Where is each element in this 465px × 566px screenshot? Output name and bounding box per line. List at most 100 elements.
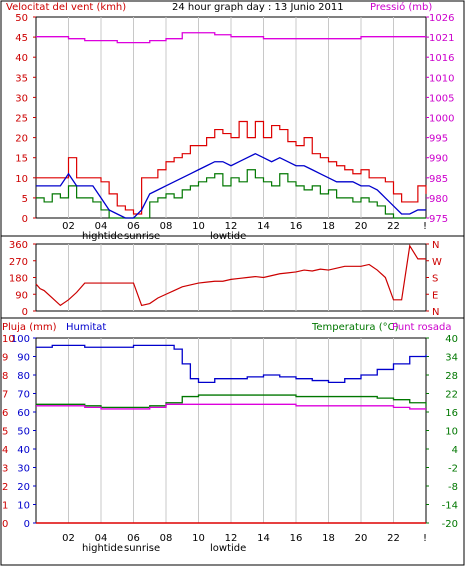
rain-axis-label: Pluja (mm) <box>2 322 57 333</box>
tick-label-dir-270: 270 <box>9 257 28 268</box>
compass-label-1: W <box>432 257 442 268</box>
compass-label-2: S <box>432 274 438 285</box>
x-tick-label-14: 14 <box>257 221 270 232</box>
tick-label-humidity-40: 40 <box>17 445 30 456</box>
tick-label-pressure-1026: 1026 <box>429 13 454 24</box>
tick-label-humidity-60: 60 <box>17 408 30 419</box>
wind-speed-line <box>36 169 426 219</box>
x-tick-label-bottom-12: 12 <box>225 533 238 544</box>
x-tick-label-02: 02 <box>62 221 75 232</box>
x-tick-end-mark-bottom: ! <box>423 533 427 544</box>
tick-label-pressure-1021: 1021 <box>429 33 454 44</box>
tick-label-pressure-1010: 1010 <box>429 73 454 84</box>
x-tick-label-bottom-14: 14 <box>257 533 270 544</box>
tick-label-rain-2: 8 <box>2 371 8 382</box>
tick-label-pressure-980: 980 <box>429 194 448 205</box>
tick-label-humidity-50: 50 <box>17 427 30 438</box>
tick-label-humidity-10: 10 <box>17 501 30 512</box>
hightide-label-bottom: hightide <box>82 543 123 554</box>
tick-label-wind-0: 0 <box>22 214 28 225</box>
tick-label-humidity-70: 70 <box>17 390 30 401</box>
compass-label-4: N <box>432 307 439 318</box>
tick-label-pressure-1005: 1005 <box>429 93 454 104</box>
tick-label-wind-20: 20 <box>15 134 28 145</box>
tick-label-dir-180: 180 <box>9 274 28 285</box>
tick-label-pressure-975: 975 <box>429 214 448 225</box>
tick-label-wind-50: 50 <box>15 13 28 24</box>
humidity-line <box>36 344 427 384</box>
sunrise-label-bottom: sunrise <box>124 543 160 554</box>
tick-label-humidity-90: 90 <box>17 353 30 364</box>
tick-label-pressure-985: 985 <box>429 174 448 185</box>
dewpoint-axis-label: Punt rosada <box>392 322 451 333</box>
tick-label-dir-90: 90 <box>15 290 28 301</box>
tick-label-rain-8: 2 <box>2 482 8 493</box>
x-tick-label-10: 10 <box>192 221 205 232</box>
wind-direction-panel: 360 N 270 W 180 S 90 E 0 N <box>9 240 442 318</box>
tick-label-wind-35: 35 <box>15 73 28 84</box>
tick-label-rain-1: 9 <box>2 353 8 364</box>
x-tick-label-22: 22 <box>387 221 400 232</box>
tick-label-wind-40: 40 <box>15 53 28 64</box>
compass-label-3: E <box>432 290 438 301</box>
x-tick-label-bottom-06: 06 <box>127 533 140 544</box>
x-tick-label-20: 20 <box>355 221 368 232</box>
x-tick-label-bottom-20: 20 <box>355 533 368 544</box>
tick-label-pressure-995: 995 <box>429 134 448 145</box>
tick-label-temp-6: 4 <box>452 445 458 456</box>
x-tick-label-08: 08 <box>160 221 173 232</box>
pressure-line <box>36 32 426 44</box>
tick-label-pressure-990: 990 <box>429 154 448 165</box>
tick-label-temp-4: 16 <box>445 408 458 419</box>
tick-label-temp-5: 10 <box>445 427 458 438</box>
tick-label-pressure-1000: 1000 <box>429 114 454 125</box>
graph-title: 24 hour graph day : 13 Junio 2011 <box>172 2 344 13</box>
tick-label-wind-10: 10 <box>15 174 28 185</box>
x-tick-end-mark: ! <box>423 221 427 232</box>
x-tick-label-bottom-08: 08 <box>160 533 173 544</box>
wind-gust-line <box>36 120 427 215</box>
tick-label-wind-30: 30 <box>15 93 28 104</box>
tick-label-dir-0: 0 <box>22 307 28 318</box>
tick-label-pressure-1016: 1016 <box>429 53 454 64</box>
tick-label-dir-360: 360 <box>9 240 28 251</box>
tick-label-temp-7: -2 <box>448 464 458 475</box>
tick-label-humidity-80: 80 <box>17 371 30 382</box>
lowtide-label-bottom: lowtide <box>210 543 246 554</box>
wind-direction-line <box>35 244 426 307</box>
x-tick-label-16: 16 <box>290 221 303 232</box>
x-tick-label-bottom-16: 16 <box>290 533 303 544</box>
tick-label-rain-6: 4 <box>2 445 8 456</box>
compass-label-0: N <box>432 240 439 251</box>
tick-label-temp-8: -8 <box>448 482 458 493</box>
tick-label-temp-9: -14 <box>442 501 458 512</box>
tick-label-wind-45: 45 <box>15 33 28 44</box>
x-tick-label-bottom-02: 02 <box>62 533 75 544</box>
wind-average-line <box>36 152 426 219</box>
tick-label-rain-0: 10 <box>2 334 15 345</box>
x-tick-label-bottom-10: 10 <box>192 533 205 544</box>
tick-label-rain-10: 0 <box>2 519 8 530</box>
tick-label-wind-5: 5 <box>22 194 28 205</box>
tick-label-rain-5: 5 <box>2 427 8 438</box>
tick-label-rain-7: 3 <box>2 464 8 475</box>
x-tick-label-bottom-22: 22 <box>387 533 400 544</box>
dewpoint-line <box>36 403 426 410</box>
tick-label-humidity-0: 0 <box>24 519 30 530</box>
tick-label-temp-3: 22 <box>445 390 458 401</box>
x-tick-label-18: 18 <box>322 221 335 232</box>
wind-pressure-panel: 5045403530252015105010261021101610101005… <box>15 13 454 232</box>
tick-label-humidity-20: 20 <box>17 482 30 493</box>
tick-label-wind-25: 25 <box>15 114 28 125</box>
tick-label-temp-0: 40 <box>445 334 458 345</box>
x-tick-label-12: 12 <box>225 221 238 232</box>
tick-label-temp-10: -20 <box>442 519 458 530</box>
humidity-axis-label: Humitat <box>66 322 106 333</box>
x-tick-label-bottom-04: 04 <box>95 533 108 544</box>
tick-label-temp-1: 34 <box>445 353 458 364</box>
wind-speed-axis-label: Velocitat del vent (kmh) <box>6 2 126 13</box>
x-tick-label-04: 04 <box>95 221 108 232</box>
tick-label-rain-9: 1 <box>2 501 8 512</box>
